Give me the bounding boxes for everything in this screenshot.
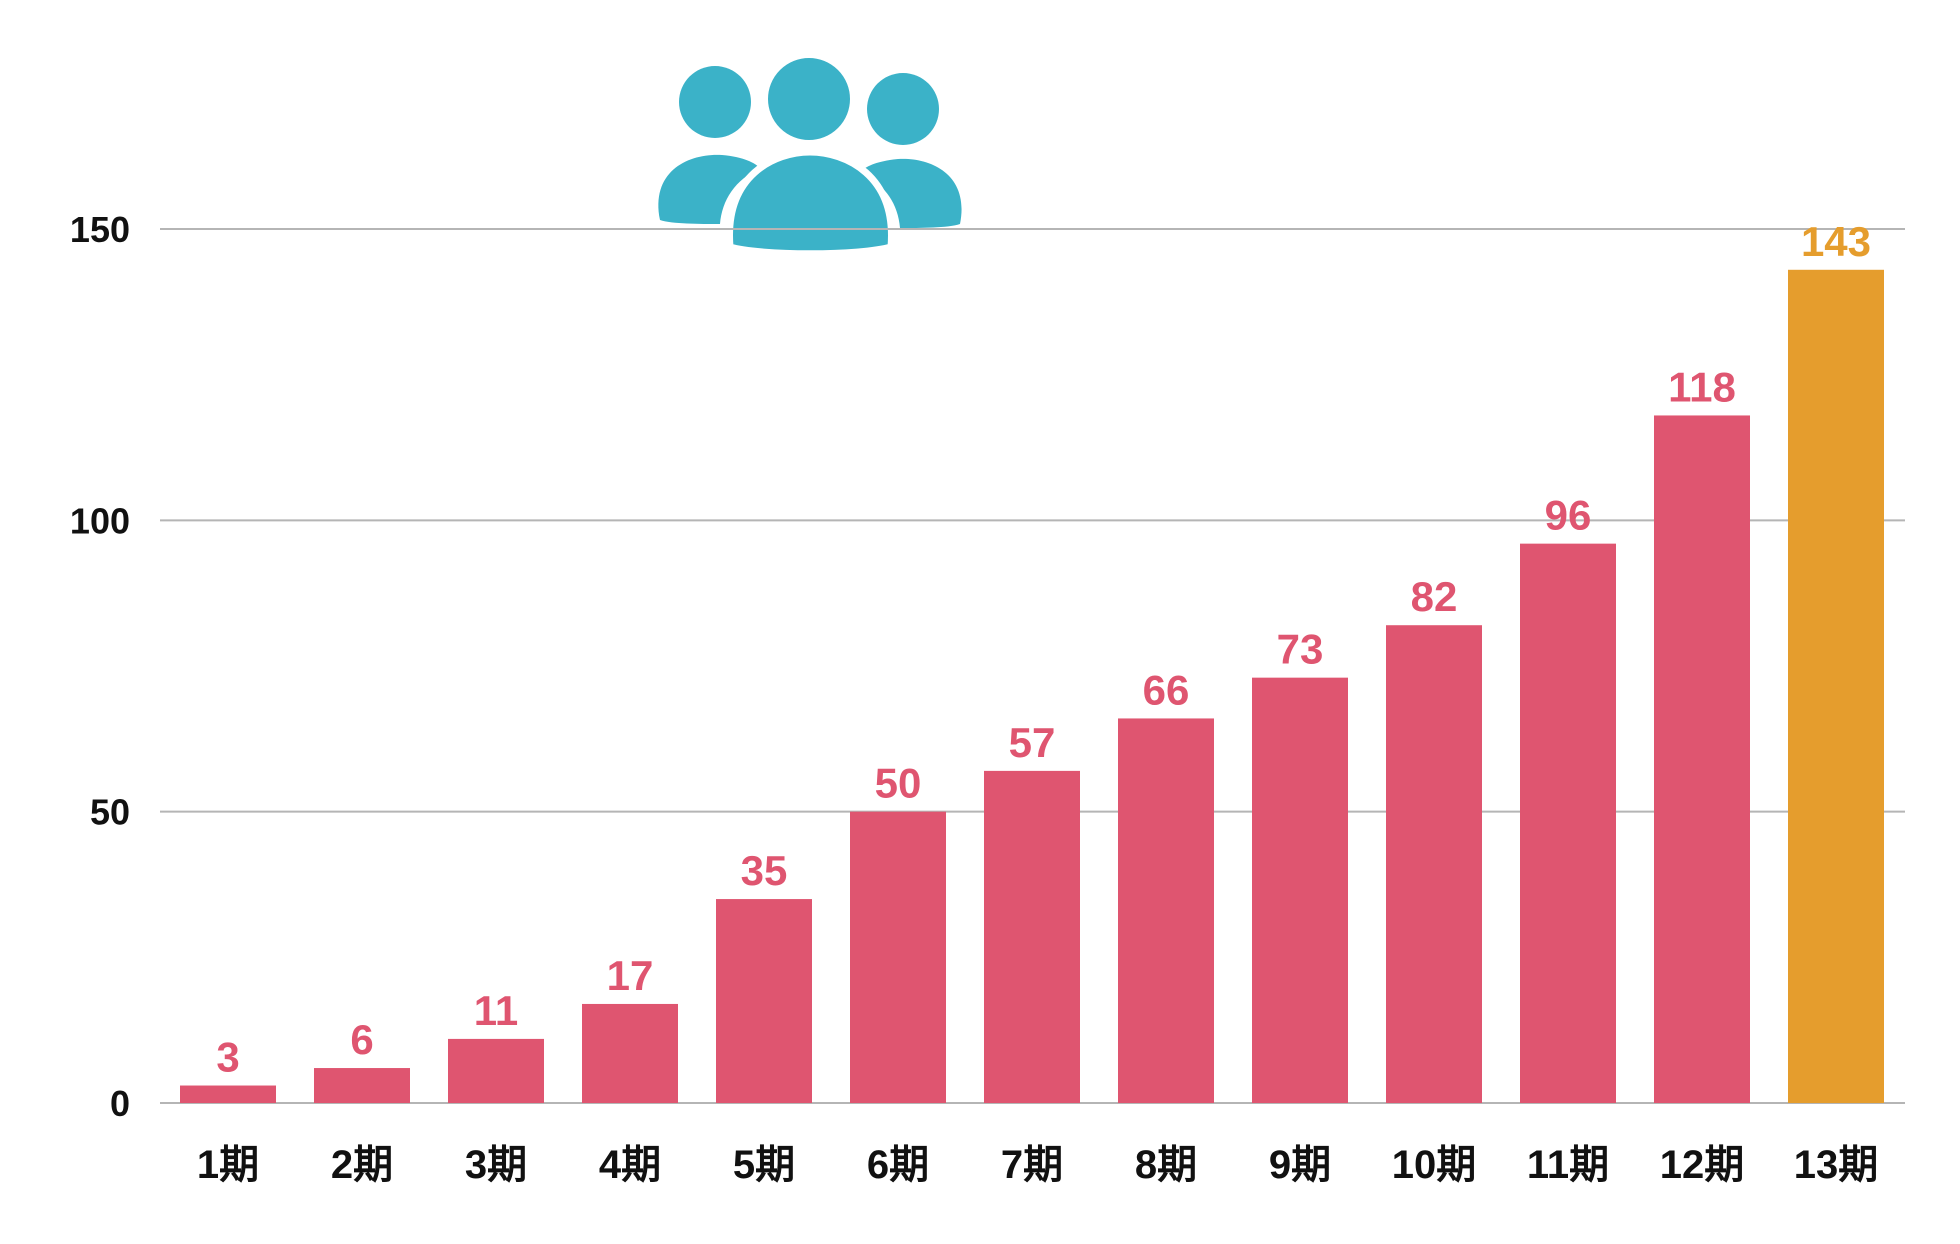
x-tick-label: 3期 — [465, 1143, 527, 1187]
labels: 0 50 100 150 3 1期 6 2期 11 3期 17 4期 35 5期 50 6期 57 7期 66 8期 7… — [70, 209, 1878, 1187]
data-label: 17 — [607, 952, 654, 999]
x-tick-label: 10期 — [1392, 1143, 1477, 1187]
data-label: 57 — [1009, 719, 1056, 766]
bar-7 — [984, 770, 1080, 1103]
x-tick-label: 13期 — [1794, 1143, 1879, 1187]
bar-4 — [582, 1003, 678, 1103]
x-tick-label: 2期 — [331, 1143, 393, 1187]
data-label: 6 — [350, 1016, 373, 1063]
data-label: 143 — [1801, 218, 1871, 265]
bar-10 — [1386, 625, 1482, 1103]
x-tick-label: 4期 — [599, 1143, 661, 1187]
x-tick-label: 7期 — [1001, 1143, 1063, 1187]
people-group-icon — [658, 52, 962, 258]
bar-8 — [1118, 718, 1214, 1103]
bars — [180, 269, 1884, 1104]
bar-12 — [1654, 415, 1750, 1103]
bar-11 — [1520, 543, 1616, 1103]
data-label: 50 — [875, 760, 922, 807]
bar-9 — [1252, 677, 1348, 1103]
data-label: 82 — [1411, 573, 1458, 620]
x-tick-label: 12期 — [1660, 1143, 1745, 1187]
data-label: 96 — [1545, 492, 1592, 539]
bar-3 — [448, 1038, 544, 1103]
y-tick-label: 100 — [70, 500, 130, 541]
x-tick-label: 8期 — [1135, 1143, 1197, 1187]
bar-1 — [180, 1085, 276, 1103]
data-label: 118 — [1668, 363, 1736, 410]
x-tick-label: 9期 — [1269, 1143, 1331, 1187]
data-label: 73 — [1277, 626, 1324, 673]
data-label: 35 — [741, 847, 788, 894]
y-tick-label: 150 — [70, 209, 130, 250]
y-tick-label: 0 — [110, 1083, 130, 1124]
x-tick-label: 6期 — [867, 1143, 929, 1187]
bar-2 — [314, 1068, 410, 1103]
bar-5 — [716, 899, 812, 1103]
y-tick-label: 50 — [90, 792, 130, 833]
bar-13 — [1788, 269, 1884, 1104]
x-tick-label: 11期 — [1527, 1143, 1609, 1187]
data-label: 11 — [474, 987, 518, 1034]
data-label: 66 — [1143, 666, 1190, 713]
bar-6 — [850, 811, 946, 1103]
data-label: 3 — [216, 1034, 239, 1081]
x-tick-label: 1期 — [197, 1143, 259, 1187]
x-tick-label: 5期 — [733, 1143, 795, 1187]
